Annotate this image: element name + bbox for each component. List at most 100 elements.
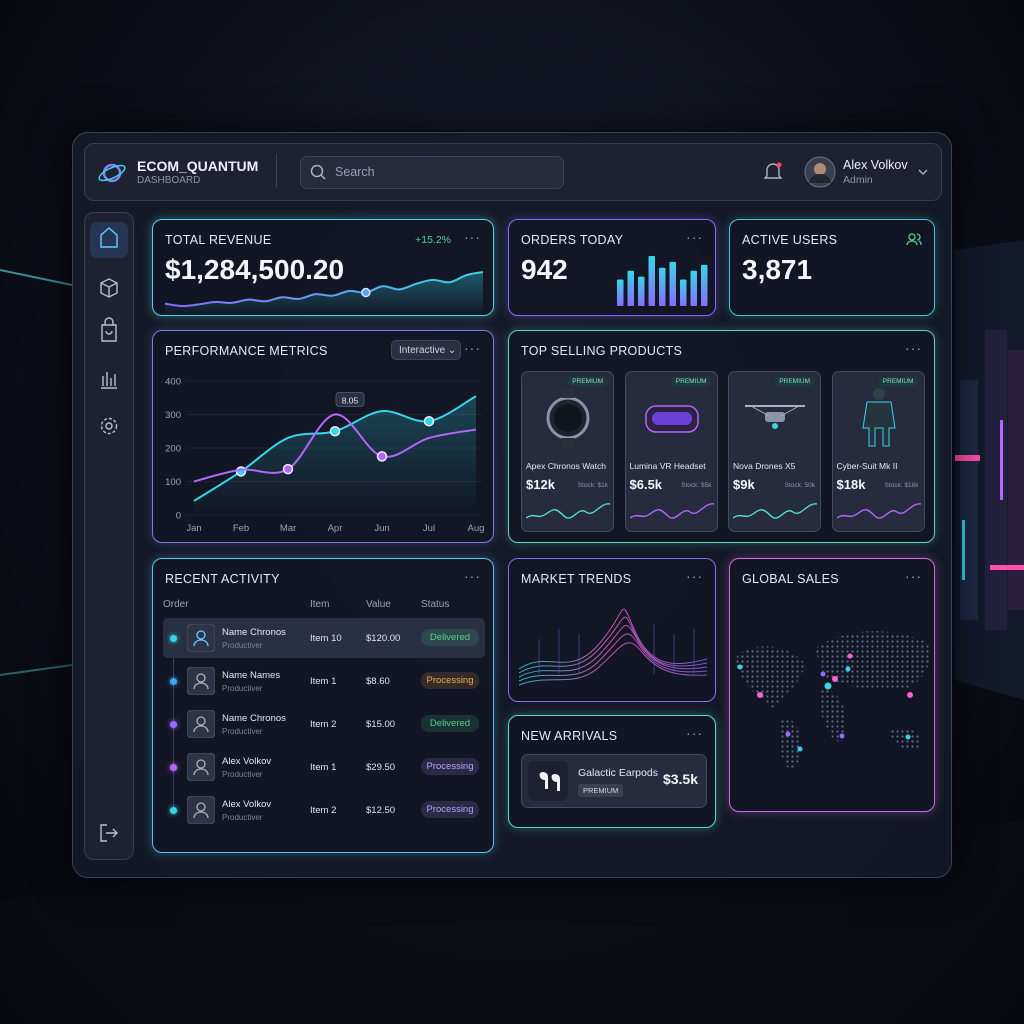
product-price: $9k: [733, 477, 755, 492]
series-point: [376, 451, 388, 462]
arrival-name: Galactic Earpods: [578, 767, 658, 779]
row-name: Alex Volkov: [222, 756, 272, 767]
y-tick-label: 200: [165, 444, 181, 455]
row-value: $15.00: [366, 719, 396, 730]
global-card: GLOBAL SALES ···: [729, 558, 935, 812]
row-avatar: [187, 710, 215, 738]
users-card: ACTIVE USERS 3,871: [729, 219, 935, 316]
order-bar: [617, 279, 624, 306]
order-bar: [669, 261, 676, 306]
product-stock: Stock: $5k: [681, 482, 712, 489]
row-item: Item 10: [310, 633, 342, 644]
sidebar: [84, 212, 134, 860]
order-bar: [648, 256, 655, 306]
more-menu[interactable]: ···: [464, 568, 481, 584]
avatar[interactable]: [804, 156, 836, 188]
avatar-bg: [187, 753, 215, 781]
more-menu[interactable]: ···: [464, 340, 481, 356]
row-highlight: [163, 618, 485, 658]
analytics-icon[interactable]: [101, 372, 117, 389]
users-icon: [906, 233, 922, 246]
card-title: RECENT ACTIVITY: [165, 572, 280, 586]
row-value: $29.50: [366, 762, 396, 773]
trends-card: MARKET TRENDS ···: [508, 558, 716, 702]
column-header: Item: [310, 599, 330, 610]
logout-icon[interactable]: [100, 824, 118, 842]
card-title: TOP SELLING PRODUCTS: [521, 344, 683, 358]
more-menu[interactable]: ···: [686, 725, 703, 741]
chart-mode-dropdown[interactable]: Interactive ⌄: [391, 340, 461, 360]
performance-chart: 0 100 200 300 400 Jan Feb Mar Apr Jun Jul Aug 8.05: [165, 377, 485, 535]
header: ECOM_QUANTUM DASHBOARD Search Alex Volko…: [84, 143, 942, 201]
product-card[interactable]: PREMIUM Lumina VR Headset $6.5k Stock: $5k: [624, 371, 718, 532]
row-status: Processing: [421, 672, 479, 689]
series-area: [194, 396, 476, 515]
logo: [98, 163, 126, 183]
more-menu[interactable]: ···: [464, 229, 481, 245]
x-tick-label: Aug: [468, 523, 485, 534]
more-menu[interactable]: ···: [686, 229, 703, 245]
product-price: $12k: [526, 477, 555, 492]
user-name: Alex Volkov: [843, 158, 908, 172]
order-bar: [680, 279, 687, 306]
product-stock: Stock: 50k: [784, 482, 815, 489]
timeline-dot: [170, 807, 177, 814]
row-name: Alex Volkov: [222, 799, 272, 810]
sidebar-icons: [90, 222, 128, 842]
card-title: ACTIVE USERS: [742, 233, 838, 247]
product-card[interactable]: PREMIUM Nova Drones X5 $9k Stock: 50k: [728, 371, 821, 532]
search-box[interactable]: Search: [300, 156, 564, 189]
product-stock: Stock: $16k: [884, 482, 919, 489]
notification-bell[interactable]: [763, 161, 783, 183]
row-name: Name Names: [222, 670, 281, 681]
products-icon[interactable]: [100, 278, 118, 298]
orders-icon[interactable]: [101, 317, 117, 342]
annotation: 8.05: [342, 396, 359, 406]
sparkline-area: [165, 272, 483, 315]
orders-bars: [617, 256, 708, 306]
product-card[interactable]: PREMIUM Apex Chronos Watch $12k Stock: $1k: [521, 371, 614, 532]
timeline-dot: [170, 764, 177, 771]
avatar-bg: [187, 624, 215, 652]
product-badge: PREMIUM: [775, 377, 814, 386]
product-name: Nova Drones X5: [733, 461, 796, 471]
dropdown-label: Interactive: [399, 345, 446, 356]
row-status: Processing: [421, 801, 479, 818]
y-tick-label: 100: [165, 477, 181, 488]
more-menu[interactable]: ···: [686, 568, 703, 584]
more-menu[interactable]: ···: [905, 568, 922, 584]
card-title: GLOBAL SALES: [742, 572, 839, 586]
arrival-item[interactable]: Galactic Earpods PREMIUM $3.5k: [521, 754, 707, 808]
row-avatar: [187, 624, 215, 652]
order-bar: [627, 270, 634, 306]
card-title: ORDERS TODAY: [521, 233, 624, 247]
world-map: [735, 631, 931, 769]
product-image: [861, 388, 896, 447]
product-price: $18k: [836, 477, 866, 492]
series-point: [329, 426, 341, 437]
timeline-dot: [170, 678, 177, 685]
revenue-value: $1,284,500.20: [165, 254, 345, 285]
row-status: Processing: [421, 758, 479, 775]
search-icon: [310, 164, 326, 180]
product-card[interactable]: PREMIUM Cyber-Suit Mk II $18k Stock: $16k: [831, 371, 925, 532]
x-tick-label: Apr: [328, 523, 343, 534]
avatar-bg: [187, 710, 215, 738]
settings-icon[interactable]: [105, 422, 113, 430]
arrival-price: $3.5k: [662, 771, 698, 787]
sparkline-line: [836, 503, 921, 519]
row-status: Delivered: [421, 715, 479, 732]
home-icon[interactable]: [100, 227, 118, 248]
y-tick-label: 300: [165, 410, 181, 421]
search-placeholder: Search: [335, 165, 375, 179]
row-value: $12.50: [366, 805, 396, 816]
user-menu-chevron[interactable]: [917, 168, 929, 176]
product-badge: PREMIUM: [878, 377, 918, 386]
product-badge: PREMIUM: [671, 377, 711, 386]
arrival-badge: PREMIUM: [578, 784, 624, 797]
series-point: [282, 463, 294, 475]
more-menu[interactable]: ···: [905, 340, 922, 356]
row-value: $8.60: [366, 676, 390, 687]
users-value: 3,871: [742, 254, 813, 285]
